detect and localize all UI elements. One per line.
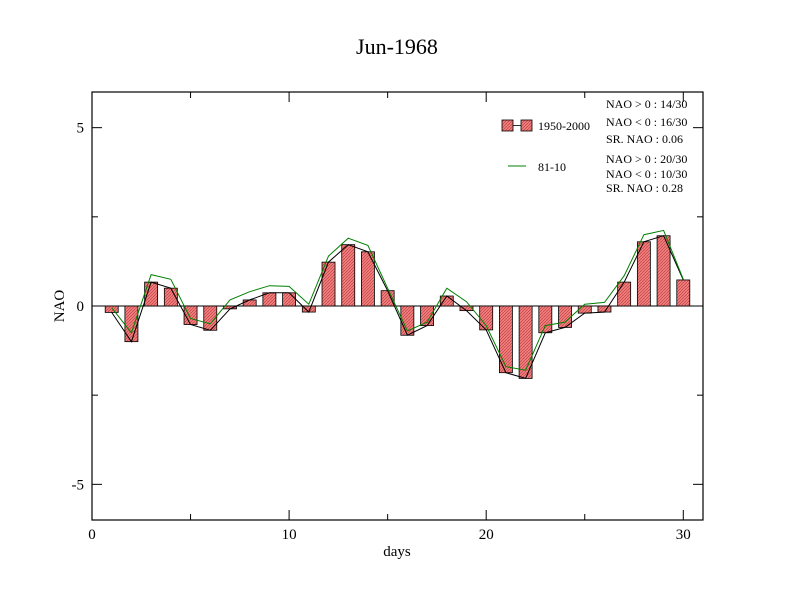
chart-title: Jun-1968 — [356, 34, 438, 59]
x-tick-label-10: 10 — [282, 527, 297, 543]
line-1950-2000 — [111, 235, 684, 380]
series-lines — [111, 229, 684, 380]
legend-swatch-bar-right — [520, 119, 533, 132]
y-axis-label: NAO — [52, 290, 68, 323]
bar-day-27 — [617, 281, 632, 307]
bar-day-13 — [341, 244, 356, 307]
bar-day-25 — [577, 305, 592, 314]
x-axis-label: days — [383, 544, 411, 560]
stat-8110-sr-nao: SR. NAO : 0.28 — [606, 181, 683, 195]
bar-day-30 — [676, 279, 691, 307]
bar-day-2 — [124, 305, 139, 343]
line-81-10 — [111, 229, 684, 371]
x-tick-label-30: 30 — [676, 527, 691, 543]
y-tick-label--5: -5 — [72, 477, 85, 493]
stat-1950-sr-nao: SR. NAO : 0.06 — [606, 132, 683, 146]
bars-1950-2000 — [104, 235, 691, 379]
legend: 1950-2000 81-10 NAO > 0 : 14/30 NAO < 0 … — [501, 97, 687, 195]
bar-day-12 — [321, 261, 336, 307]
legend-label-1950-2000: 1950-2000 — [538, 119, 590, 133]
y-tick-label-0: 0 — [77, 299, 85, 315]
bar-day-1 — [104, 305, 119, 313]
stat-8110-nao-neg: NAO < 0 : 10/30 — [606, 167, 687, 181]
bar-day-23 — [538, 305, 553, 334]
bar-day-18 — [439, 295, 454, 307]
stat-8110-nao-pos: NAO > 0 : 20/30 — [606, 152, 687, 166]
legend-swatch-bar-left — [501, 119, 514, 132]
x-tick-label-0: 0 — [88, 527, 96, 543]
x-tick-label-20: 20 — [479, 527, 494, 543]
stat-1950-nao-neg: NAO < 0 : 16/30 — [606, 115, 687, 129]
legend-label-81-10: 81-10 — [538, 160, 566, 174]
bar-day-8 — [242, 299, 257, 307]
y-tick-label-5: 5 — [77, 121, 85, 137]
bar-day-3 — [144, 281, 159, 307]
bar-day-10 — [282, 292, 297, 307]
bar-day-17 — [420, 305, 434, 327]
stat-1950-nao-pos: NAO > 0 : 14/30 — [606, 97, 687, 111]
bar-day-26 — [597, 305, 612, 313]
